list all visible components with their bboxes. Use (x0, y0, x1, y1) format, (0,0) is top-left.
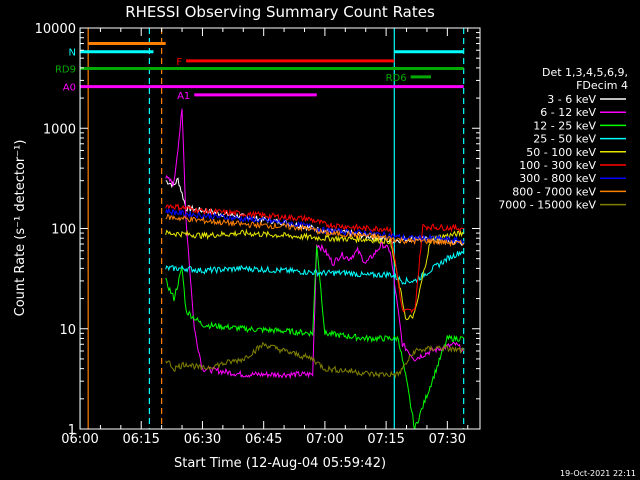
x-tick-label: 07:30 (429, 432, 466, 447)
series-line (165, 228, 464, 321)
y-tick-label: 10000 (35, 22, 76, 37)
series-line (165, 250, 465, 285)
legend-header-line2: FDecim 4 (576, 79, 628, 92)
flag-label: RD9 (55, 64, 76, 75)
timestamp: 19-Oct-2021 22:11 (560, 469, 636, 478)
series-line (165, 341, 465, 379)
x-tick-label: 06:00 (61, 432, 98, 447)
chart-title: RHESSI Observing Summary Count Rates (125, 3, 435, 21)
flag-label: RD6 (386, 73, 407, 84)
x-tick-label: 06:30 (184, 432, 221, 447)
legend-label: 12 - 25 keV (533, 119, 596, 132)
x-tick-label: 06:45 (245, 432, 282, 447)
flag-label: A1 (177, 91, 190, 102)
legend-label: 3 - 6 keV (547, 93, 596, 106)
legend-label: 25 - 50 keV (533, 133, 596, 146)
legend-label: 100 - 300 keV (519, 159, 596, 172)
y-tick-label: 1 (68, 423, 76, 438)
y-tick-label: 100 (51, 223, 76, 238)
legend-label: 800 - 7000 keV (512, 185, 596, 198)
x-tick-label: 07:00 (306, 432, 343, 447)
y-tick-label: 1000 (43, 122, 76, 137)
y-tick-label: 10 (59, 323, 76, 338)
x-tick-label: 07:15 (367, 432, 404, 447)
series-line (165, 108, 465, 380)
legend-label: 300 - 800 keV (519, 172, 596, 185)
flag-label: F (176, 57, 182, 68)
series-line (165, 213, 464, 248)
legend-label: 50 - 100 keV (526, 146, 596, 159)
legend-label: 7000 - 15000 keV (498, 199, 596, 212)
series-line (165, 245, 465, 429)
flag-label: A0 (63, 83, 76, 94)
legend-header-line1: Det 1,3,4,5,6,9, (542, 66, 628, 79)
x-axis-label: Start Time (12-Aug-04 05:59:42) (174, 456, 386, 471)
y-axis-label: Count Rate (s⁻¹ detector⁻¹) (13, 140, 28, 317)
legend-label: 6 - 12 keV (540, 106, 596, 119)
flag-label: N (69, 48, 76, 59)
x-tick-label: 06:15 (122, 432, 159, 447)
series-line (165, 203, 464, 314)
